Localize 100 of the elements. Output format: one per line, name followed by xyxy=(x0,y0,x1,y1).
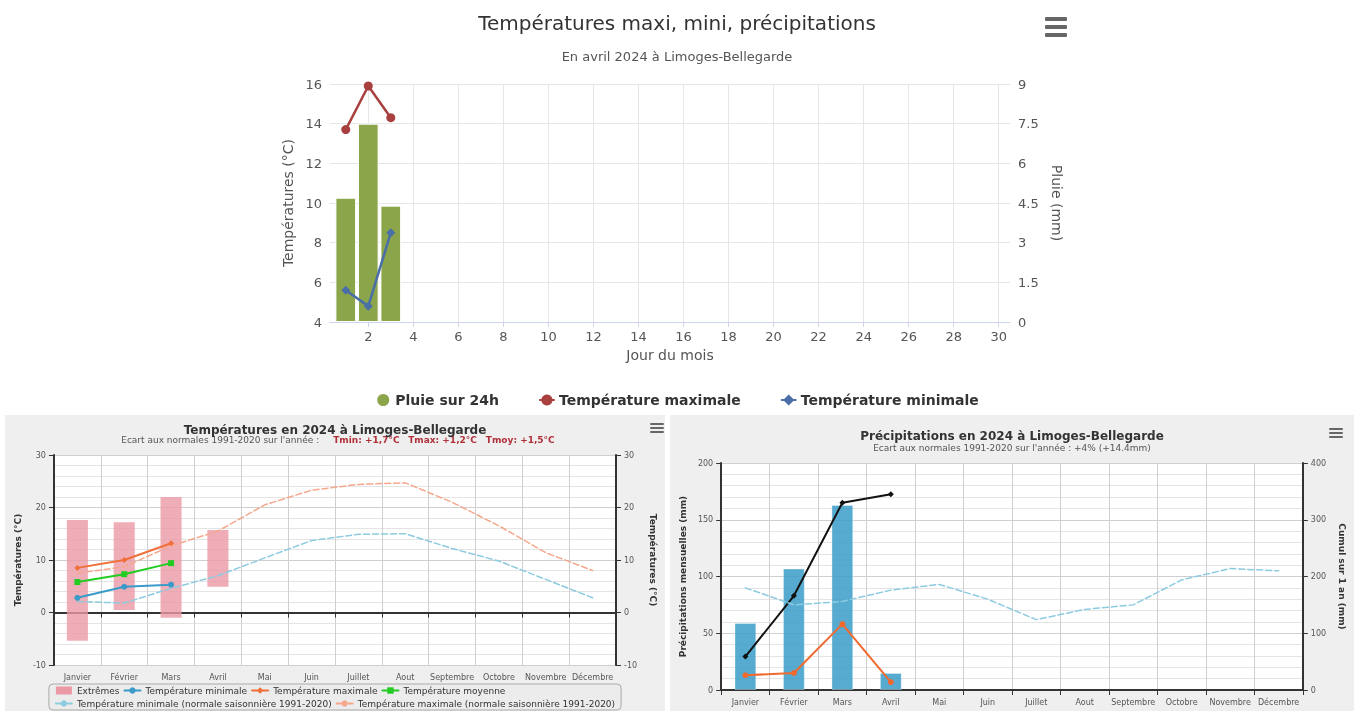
y2-axis-title: Pluie (mm) xyxy=(1048,164,1065,242)
legend-label: Pluie sur 24h xyxy=(395,392,499,408)
x-tick-label: Avril xyxy=(209,672,227,682)
y2-tick-label: 0 xyxy=(1018,314,1027,330)
y-axis-title: Températures (°C) xyxy=(279,138,296,269)
y-tick-label: 150 xyxy=(697,515,714,525)
line-series xyxy=(76,533,594,604)
point xyxy=(74,564,81,571)
text: Tmin: +1,7°C xyxy=(333,435,400,445)
point xyxy=(839,499,846,506)
point xyxy=(341,285,351,295)
x-tick-label: Janvier xyxy=(62,672,92,682)
x-tick-label: Février xyxy=(110,671,139,682)
point xyxy=(74,594,81,601)
y2-axis-title: Cumul sur 1 an (mm) xyxy=(1336,523,1347,630)
text: Tmoy: +1,5°C xyxy=(485,435,556,445)
y-tick-label: 8 xyxy=(313,235,322,251)
y-tick-label: 12 xyxy=(305,155,322,171)
legend-label: Température minimale xyxy=(144,685,248,696)
x-tick-label: Janvier xyxy=(730,697,760,707)
point xyxy=(742,653,749,660)
x-tick-label: Juillet xyxy=(1024,697,1048,707)
x-tick-label: 26 xyxy=(900,329,917,344)
y-axis-title: Précipitations mensuelles (mm) xyxy=(677,495,688,658)
point xyxy=(121,557,128,563)
bar xyxy=(335,197,357,322)
x-tick-label: Septembre xyxy=(1111,697,1156,707)
line-series xyxy=(76,482,594,574)
legend-label: Température maximale xyxy=(558,392,741,408)
y-tick-label: 10 xyxy=(305,195,322,211)
y-tick-label: 10 xyxy=(35,555,46,565)
y2-tick-label: 1.5 xyxy=(1018,274,1039,290)
legend-label: Température minimale (normale saisonnière 1991-2020) xyxy=(75,698,332,709)
x-tick-label: Mars xyxy=(161,672,181,682)
chart-subtitle: En avril 2024 à Limoges-Bellegarde xyxy=(561,48,793,64)
point xyxy=(386,228,396,238)
point xyxy=(121,583,128,590)
x-tick-label: 4 xyxy=(409,329,418,344)
point xyxy=(168,581,175,588)
x-tick-label: 28 xyxy=(945,329,962,344)
legend-label: Température minimale xyxy=(800,392,979,408)
x-tick-label: 24 xyxy=(855,329,872,344)
bar xyxy=(207,530,229,587)
x-tick-label: 20 xyxy=(765,329,782,344)
point xyxy=(168,540,175,547)
x-tick-label: 10 xyxy=(540,329,557,344)
y-tick-label: 30 xyxy=(35,450,46,460)
x-tick-label: Septembre xyxy=(430,672,475,682)
x-axis-title: Jour du mois xyxy=(625,347,714,363)
y2-tick-label: 20 xyxy=(624,503,635,512)
y2-tick-label: 0 xyxy=(624,608,630,617)
point xyxy=(790,592,797,599)
x-tick-label: 2 xyxy=(364,329,373,344)
x-tick-label: Mars xyxy=(832,697,852,707)
y-tick-label: -10 xyxy=(32,660,46,670)
chart-title: Précipitations en 2024 à Limoges-Bellegarde xyxy=(860,429,1164,443)
point xyxy=(341,125,351,135)
y2-tick-label: 0 xyxy=(1310,685,1316,695)
y-tick-label: 0 xyxy=(40,608,46,617)
y2-tick-label: 4.5 xyxy=(1018,195,1039,211)
point xyxy=(839,621,846,628)
x-tick-label: Mai xyxy=(932,697,947,707)
y2-tick-label: 400 xyxy=(1310,458,1327,468)
y-tick-label: 50 xyxy=(702,628,714,638)
y2-tick-label: 100 xyxy=(1310,628,1327,638)
y2-tick-label: -10 xyxy=(624,660,638,670)
x-tick-label: Octobre xyxy=(1165,697,1198,707)
x-tick-label: 22 xyxy=(810,329,827,344)
legend-label: Température maximale xyxy=(272,685,378,696)
x-tick-label: Novembre xyxy=(525,672,567,682)
y2-tick-label: 300 xyxy=(1310,515,1327,525)
x-tick-label: Juillet xyxy=(346,672,370,682)
chart-title: Températures en 2024 à Limoges-Bellegarde xyxy=(183,423,487,437)
x-tick-label: Novembre xyxy=(1209,697,1251,707)
legend-label: Extrêmes xyxy=(76,685,120,696)
x-tick-label: 18 xyxy=(720,329,737,344)
y-tick-label: 6 xyxy=(313,274,322,290)
point xyxy=(363,301,373,311)
text: Tmax: +1,2°C xyxy=(408,435,478,445)
point xyxy=(74,579,81,586)
legend-label: Température maximale (normale saisonnière 1991-2020) xyxy=(356,698,616,709)
x-tick-label: Mai xyxy=(257,672,272,682)
point xyxy=(121,571,128,578)
x-tick-label: Décembre xyxy=(571,671,614,682)
x-tick-label: Octobre xyxy=(483,672,515,682)
x-tick-label: 30 xyxy=(990,329,1008,344)
x-tick-label: Aout xyxy=(396,672,415,682)
y-tick-label: 14 xyxy=(305,116,322,132)
x-tick-label: 8 xyxy=(499,329,508,344)
point xyxy=(363,81,373,91)
legend-label: Température moyenne xyxy=(402,685,506,696)
x-tick-label: Décembre xyxy=(1257,696,1300,707)
chart-subtitle: Ecart aux normales 1991-2020 sur l'année : +4% (+14.4mm) xyxy=(873,443,1151,453)
x-tick-label: 14 xyxy=(630,329,647,344)
y2-tick-label: 6 xyxy=(1018,155,1027,171)
bar xyxy=(160,497,182,618)
point xyxy=(168,560,175,567)
y-tick-label: 16 xyxy=(305,76,322,92)
y-tick-label: 20 xyxy=(35,503,46,512)
x-tick-label: 12 xyxy=(585,329,602,344)
